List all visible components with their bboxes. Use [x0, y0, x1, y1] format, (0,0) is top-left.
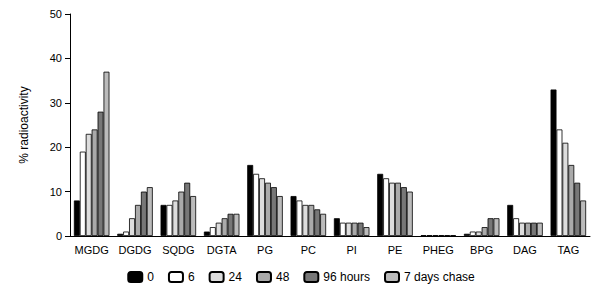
svg-text:TAG: TAG — [557, 244, 579, 256]
svg-text:PHEG: PHEG — [423, 244, 454, 256]
svg-text:48: 48 — [276, 270, 290, 284]
svg-text:20: 20 — [50, 141, 62, 153]
svg-text:BPG: BPG — [470, 244, 493, 256]
svg-text:DGDG: DGDG — [119, 244, 152, 256]
svg-text:6: 6 — [188, 270, 195, 284]
svg-text:% radioactivity: % radioactivity — [17, 86, 31, 163]
svg-text:MGDG: MGDG — [75, 244, 109, 256]
svg-text:10: 10 — [50, 186, 62, 198]
svg-text:24: 24 — [229, 270, 243, 284]
svg-text:PC: PC — [301, 244, 316, 256]
svg-text:DGTA: DGTA — [207, 244, 237, 256]
svg-text:SQDG: SQDG — [162, 244, 194, 256]
svg-text:PE: PE — [388, 244, 403, 256]
svg-text:PG: PG — [257, 244, 273, 256]
svg-text:96 hours: 96 hours — [323, 270, 370, 284]
svg-text:50: 50 — [50, 8, 62, 20]
svg-text:7 days chase: 7 days chase — [404, 270, 475, 284]
svg-text:PI: PI — [346, 244, 356, 256]
svg-text:30: 30 — [50, 97, 62, 109]
svg-text:0: 0 — [56, 230, 62, 242]
svg-text:0: 0 — [147, 270, 154, 284]
svg-text:40: 40 — [50, 52, 62, 64]
svg-text:DAG: DAG — [513, 244, 537, 256]
